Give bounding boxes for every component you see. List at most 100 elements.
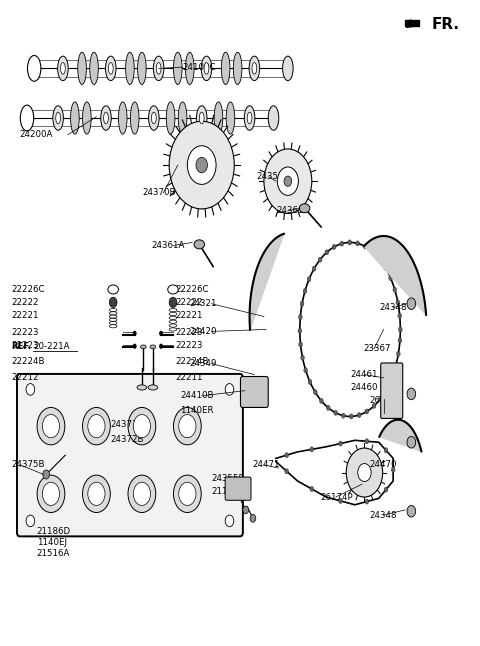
Text: 26160: 26160 bbox=[369, 396, 397, 405]
Circle shape bbox=[384, 487, 388, 492]
Ellipse shape bbox=[83, 102, 91, 134]
Text: 24361A: 24361A bbox=[276, 206, 309, 215]
Circle shape bbox=[384, 387, 388, 392]
Circle shape bbox=[372, 403, 376, 408]
Text: 22222: 22222 bbox=[11, 298, 39, 307]
Ellipse shape bbox=[20, 105, 34, 131]
Circle shape bbox=[398, 313, 402, 318]
Text: 22223: 22223 bbox=[11, 328, 39, 337]
Circle shape bbox=[303, 288, 307, 293]
Circle shape bbox=[299, 342, 302, 347]
Circle shape bbox=[334, 410, 337, 415]
Circle shape bbox=[159, 331, 163, 336]
Ellipse shape bbox=[56, 112, 60, 124]
Ellipse shape bbox=[300, 203, 310, 213]
Circle shape bbox=[346, 448, 383, 497]
Ellipse shape bbox=[101, 106, 111, 130]
Ellipse shape bbox=[83, 475, 110, 512]
Circle shape bbox=[26, 384, 35, 395]
Ellipse shape bbox=[133, 415, 151, 438]
Ellipse shape bbox=[221, 52, 230, 85]
Ellipse shape bbox=[154, 56, 164, 81]
Text: 1140EJ: 1140EJ bbox=[36, 537, 67, 547]
Circle shape bbox=[356, 241, 360, 246]
Circle shape bbox=[338, 441, 342, 446]
Ellipse shape bbox=[196, 106, 207, 130]
Text: 24200A: 24200A bbox=[20, 130, 53, 140]
Ellipse shape bbox=[199, 112, 204, 124]
Polygon shape bbox=[250, 234, 284, 329]
Circle shape bbox=[243, 506, 249, 514]
Text: 24471: 24471 bbox=[252, 461, 279, 469]
Circle shape bbox=[196, 158, 207, 173]
Text: 24371B: 24371B bbox=[111, 421, 144, 430]
Ellipse shape bbox=[149, 106, 159, 130]
Circle shape bbox=[169, 297, 177, 307]
Circle shape bbox=[298, 328, 302, 333]
Text: 24375B: 24375B bbox=[11, 461, 45, 469]
Ellipse shape bbox=[37, 475, 65, 512]
Circle shape bbox=[285, 469, 288, 474]
Text: 22224B: 22224B bbox=[175, 357, 209, 366]
Circle shape bbox=[377, 256, 381, 262]
Ellipse shape bbox=[283, 56, 293, 81]
Circle shape bbox=[363, 244, 367, 249]
Ellipse shape bbox=[78, 52, 86, 85]
Ellipse shape bbox=[201, 56, 212, 81]
Ellipse shape bbox=[83, 408, 110, 445]
Circle shape bbox=[365, 409, 369, 414]
Circle shape bbox=[285, 453, 288, 458]
Polygon shape bbox=[405, 20, 420, 26]
Ellipse shape bbox=[141, 345, 146, 349]
Circle shape bbox=[365, 499, 369, 504]
Circle shape bbox=[365, 439, 369, 444]
Ellipse shape bbox=[233, 52, 242, 85]
Ellipse shape bbox=[166, 102, 175, 134]
Text: 24349: 24349 bbox=[190, 359, 217, 368]
Ellipse shape bbox=[88, 482, 105, 505]
Circle shape bbox=[307, 276, 311, 282]
Text: 26174P: 26174P bbox=[321, 492, 353, 501]
Text: 22221: 22221 bbox=[11, 311, 39, 320]
Circle shape bbox=[169, 121, 234, 209]
Text: 22223: 22223 bbox=[175, 341, 203, 350]
Circle shape bbox=[300, 355, 304, 360]
Circle shape bbox=[133, 331, 137, 336]
Ellipse shape bbox=[173, 52, 182, 85]
Circle shape bbox=[225, 384, 234, 395]
Text: 20-221A: 20-221A bbox=[33, 342, 70, 351]
FancyBboxPatch shape bbox=[17, 374, 243, 536]
Ellipse shape bbox=[173, 408, 201, 445]
Circle shape bbox=[394, 364, 397, 370]
Ellipse shape bbox=[106, 56, 116, 81]
Ellipse shape bbox=[185, 52, 194, 85]
Ellipse shape bbox=[179, 415, 196, 438]
Text: 24100C: 24100C bbox=[182, 63, 216, 72]
Text: 22221: 22221 bbox=[175, 311, 203, 320]
Circle shape bbox=[357, 412, 361, 417]
Circle shape bbox=[407, 388, 416, 400]
FancyBboxPatch shape bbox=[240, 377, 268, 408]
Circle shape bbox=[277, 167, 299, 195]
Ellipse shape bbox=[108, 63, 113, 74]
Ellipse shape bbox=[148, 385, 157, 390]
Ellipse shape bbox=[150, 345, 156, 349]
Text: 22223: 22223 bbox=[11, 341, 39, 350]
Circle shape bbox=[407, 437, 416, 448]
Ellipse shape bbox=[204, 63, 209, 74]
Text: 24355F: 24355F bbox=[211, 475, 244, 483]
Circle shape bbox=[187, 146, 216, 184]
Ellipse shape bbox=[214, 102, 223, 134]
Circle shape bbox=[338, 498, 342, 503]
Circle shape bbox=[391, 467, 395, 472]
Ellipse shape bbox=[88, 415, 105, 438]
Circle shape bbox=[159, 344, 163, 349]
Text: 24348: 24348 bbox=[380, 303, 407, 312]
Text: 24372B: 24372B bbox=[111, 435, 144, 444]
Circle shape bbox=[304, 368, 308, 373]
Text: REF.: REF. bbox=[11, 342, 32, 351]
Text: 22222: 22222 bbox=[175, 298, 203, 307]
Circle shape bbox=[340, 241, 344, 246]
Text: 24370B: 24370B bbox=[142, 188, 175, 197]
Ellipse shape bbox=[90, 52, 98, 85]
